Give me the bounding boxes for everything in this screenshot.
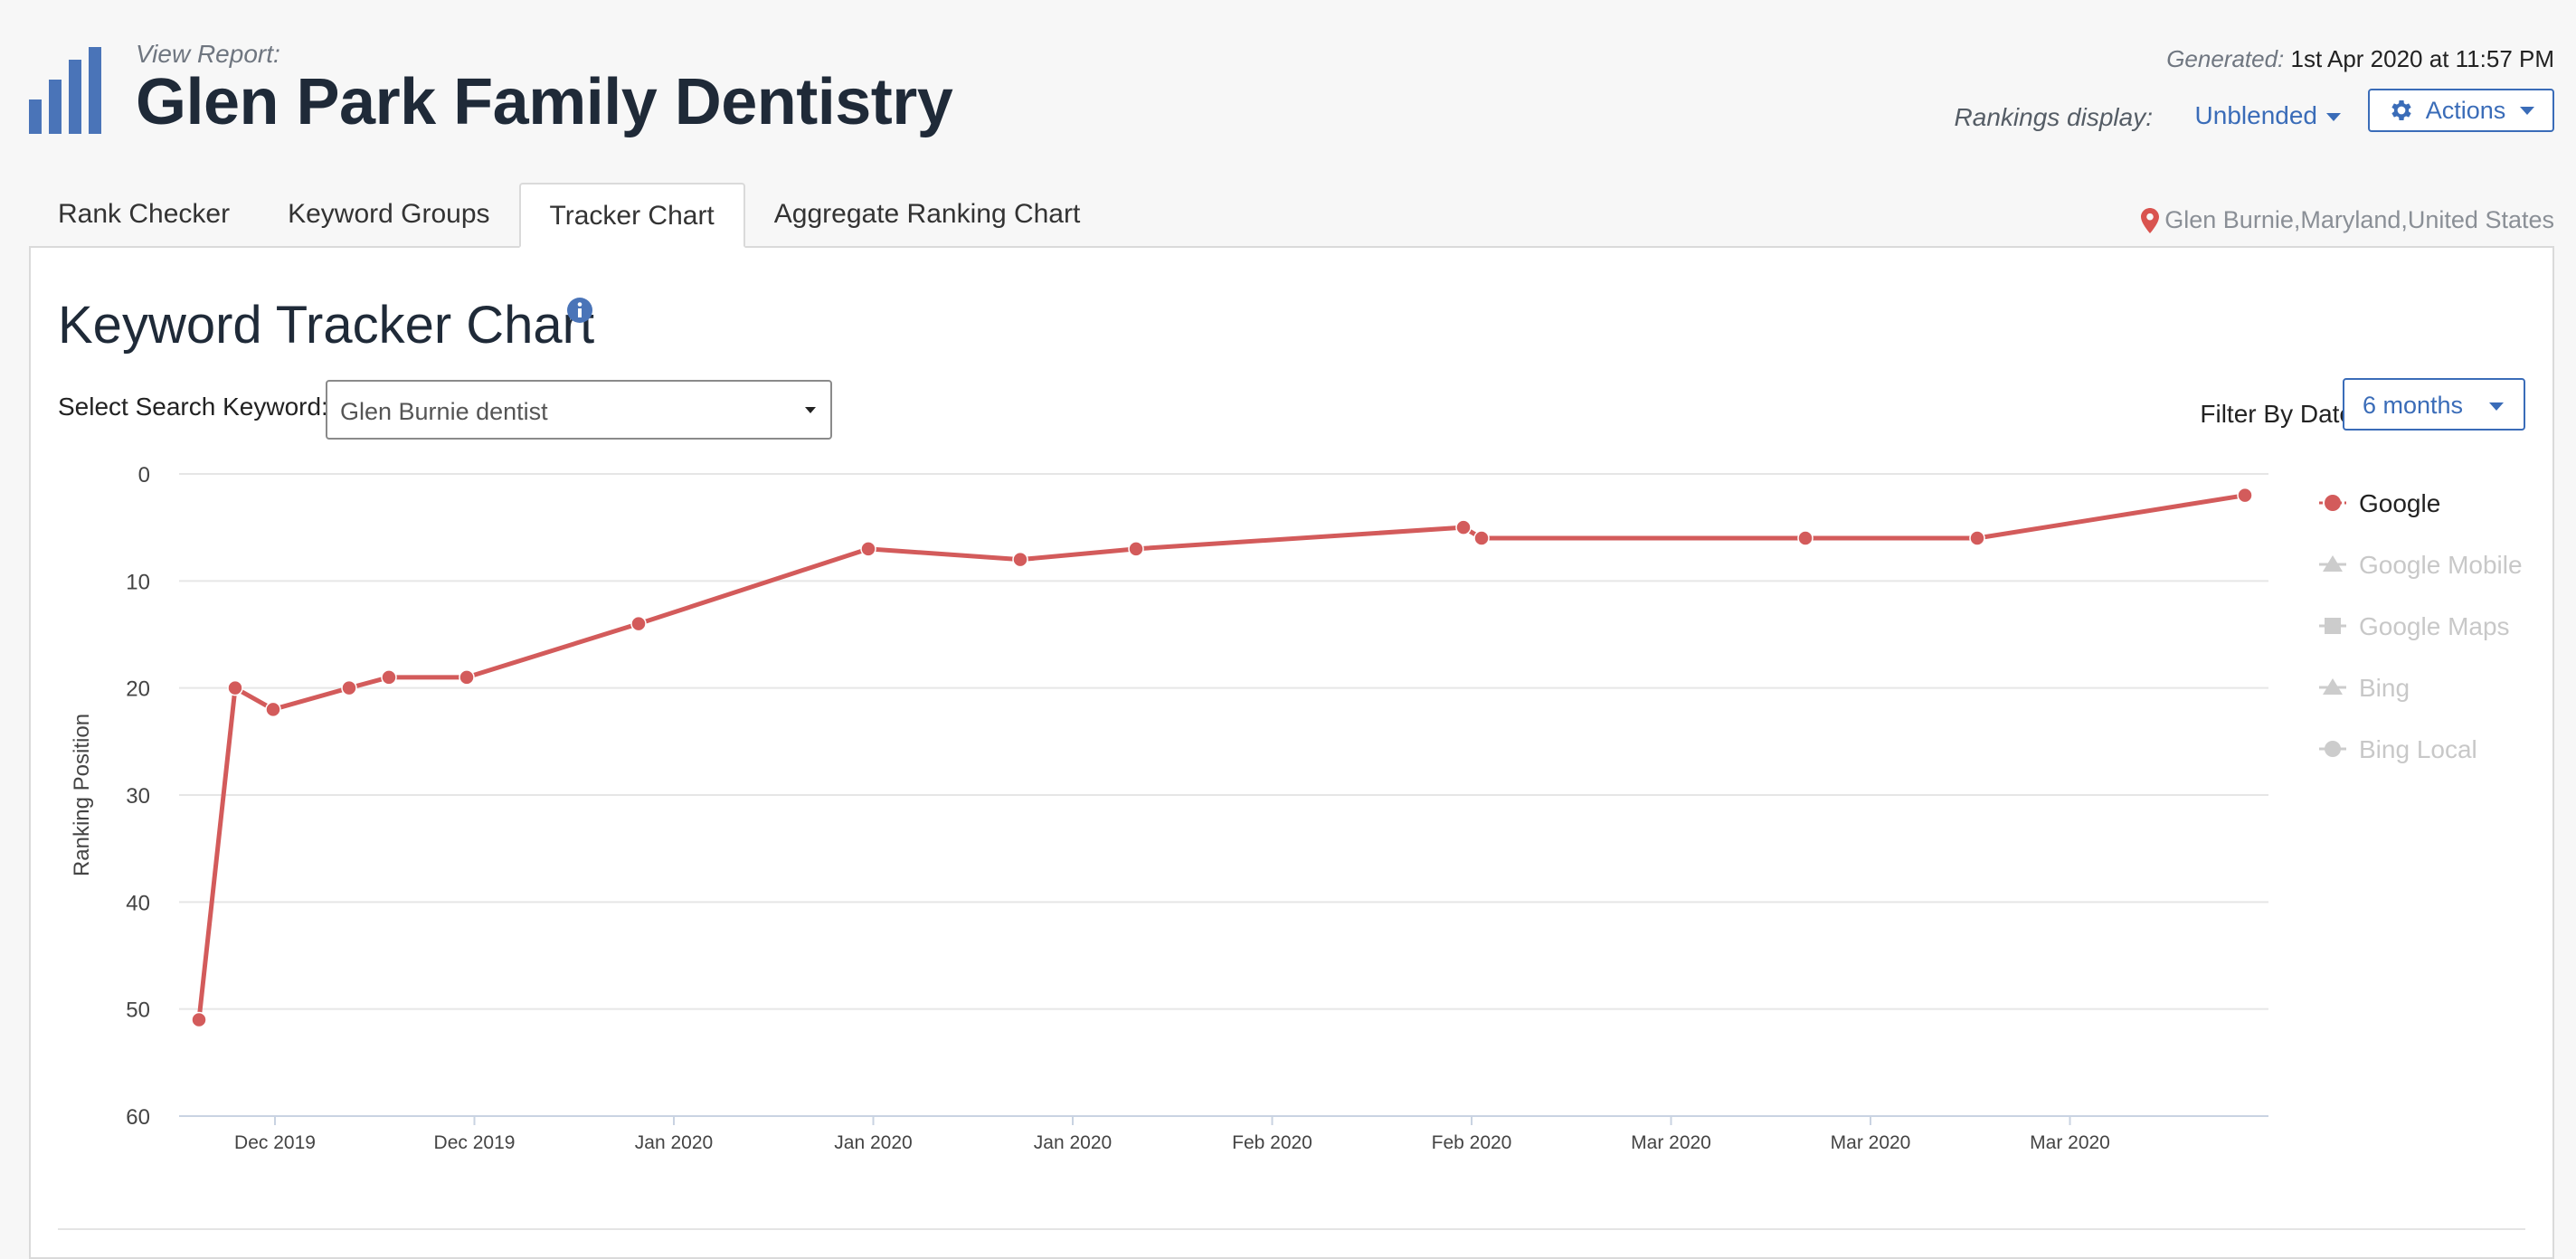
x-tick-label: Mar 2020 — [2030, 1132, 2110, 1153]
google-series-line — [196, 493, 2246, 1020]
legend-marker-icon — [2323, 555, 2343, 572]
filter-by-date-label: Filter By Date — [2200, 400, 2353, 428]
panel-title: Keyword Tracker Chart — [58, 296, 595, 355]
x-tick-label: Mar 2020 — [1631, 1132, 1711, 1153]
y-tick-label: 30 — [126, 784, 150, 809]
x-tick-label: Feb 2020 — [1232, 1132, 1312, 1153]
y-tick-label: 20 — [126, 677, 150, 702]
legend-item-google-maps[interactable]: Google Maps — [2359, 612, 2510, 640]
report-title: Glen Park Family Dentistry — [136, 66, 953, 138]
legend-marker-icon — [2323, 678, 2343, 695]
google-data-point — [459, 669, 475, 686]
rankings-display-dropdown[interactable]: Unblended — [2195, 101, 2341, 130]
google-data-point — [1969, 530, 1985, 546]
google-data-point — [1455, 519, 1472, 535]
actions-label: Actions — [2425, 96, 2506, 124]
y-axis-label: Ranking Position — [70, 714, 94, 876]
legend-marker-icon — [2325, 495, 2341, 511]
google-data-point — [191, 1011, 207, 1028]
divider — [58, 1228, 2525, 1230]
actions-button[interactable]: Actions — [2368, 89, 2554, 132]
location: Glen Burnie,Maryland,United States — [2141, 206, 2554, 234]
x-tick-label: Jan 2020 — [635, 1132, 713, 1153]
report-tabs: Rank Checker Keyword Groups Tracker Char… — [29, 183, 1109, 248]
google-data-point — [227, 679, 243, 696]
location-text: Glen Burnie,Maryland,United States — [2164, 206, 2554, 233]
legend-item-google[interactable]: Google — [2359, 489, 2440, 517]
y-tick-label: 60 — [126, 1105, 150, 1130]
x-tick-label: Dec 2019 — [234, 1132, 316, 1153]
map-pin-icon — [2141, 207, 2160, 233]
tab-rank-checker[interactable]: Rank Checker — [58, 199, 231, 229]
keyword-select[interactable]: Glen Burnie dentist — [326, 380, 832, 440]
x-tick-label: Jan 2020 — [834, 1132, 912, 1153]
select-keyword-label: Select Search Keyword: — [58, 393, 328, 421]
legend-item-bing-local[interactable]: Bing Local — [2359, 735, 2477, 763]
rankings-display-label: Rankings display: — [1954, 103, 2153, 131]
google-data-point — [630, 615, 647, 632]
legend-marker-icon — [2325, 618, 2341, 634]
caret-down-icon — [2520, 106, 2535, 115]
google-data-point — [341, 679, 357, 696]
caret-down-icon — [805, 407, 816, 413]
x-tick-label: Dec 2019 — [434, 1132, 516, 1153]
generated-timestamp: Generated: 1st Apr 2020 at 11:57 PM — [2166, 45, 2554, 73]
filter-by-date-value: 6 months — [2363, 392, 2464, 419]
google-data-point — [1473, 530, 1490, 546]
tracker-chart-panel: Keyword Tracker Chart Select Search Keyw… — [29, 246, 2554, 1259]
y-tick-label: 40 — [126, 891, 150, 915]
google-data-point — [265, 701, 281, 718]
generated-label: Generated: — [2166, 45, 2285, 72]
google-data-point — [1797, 530, 1814, 546]
report-header: View Report: Glen Park Family Dentistry … — [0, 0, 2576, 181]
tab-keyword-groups[interactable]: Keyword Groups — [288, 199, 490, 229]
tab-aggregate-ranking-chart[interactable]: Aggregate Ranking Chart — [773, 199, 1081, 229]
google-data-point — [1012, 551, 1028, 568]
y-tick-label: 50 — [126, 999, 150, 1023]
x-tick-label: Feb 2020 — [1432, 1132, 1512, 1153]
filter-by-date-dropdown[interactable]: 6 months — [2343, 378, 2525, 431]
x-tick-label: Jan 2020 — [1034, 1132, 1112, 1153]
y-tick-label: 10 — [126, 570, 150, 594]
y-tick-label: 0 — [138, 463, 150, 488]
caret-down-icon — [2489, 402, 2504, 411]
x-tick-label: Mar 2020 — [1831, 1132, 1911, 1153]
legend-marker-icon — [2325, 741, 2341, 757]
google-data-point — [1128, 541, 1144, 557]
google-data-point — [381, 669, 397, 686]
keyword-select-value: Glen Burnie dentist — [340, 398, 548, 425]
generated-value: 1st Apr 2020 at 11:57 PM — [2290, 45, 2554, 72]
keyword-tracker-chart: 0 10 20 30 40 50 60 Ranking Position Dec 2019 Dec… — [70, 463, 2523, 1153]
view-report-label: View Report: — [136, 40, 280, 68]
tab-tracker-chart[interactable]: Tracker Chart — [518, 183, 745, 248]
gear-icon — [2391, 100, 2411, 120]
legend-item-google-mobile[interactable]: Google Mobile — [2359, 551, 2523, 579]
google-data-point — [2237, 487, 2253, 504]
google-data-point — [860, 541, 876, 557]
legend-item-bing[interactable]: Bing — [2359, 674, 2410, 702]
caret-down-icon — [2326, 113, 2341, 122]
rankings-display-value: Unblended — [2194, 101, 2317, 129]
bar-chart-logo-icon — [29, 47, 101, 134]
info-icon[interactable] — [566, 297, 593, 324]
